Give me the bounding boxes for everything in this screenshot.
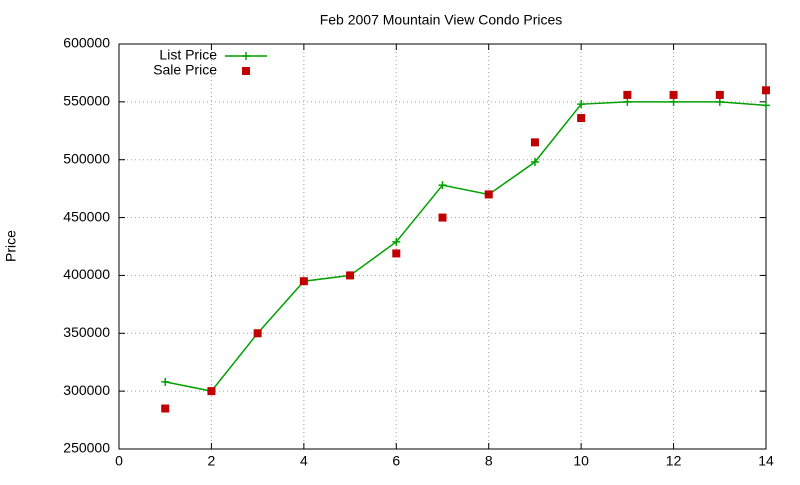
legend-marker	[242, 52, 250, 60]
point-marker	[669, 97, 678, 106]
x-tick-label: 10	[573, 453, 589, 469]
point-marker	[438, 181, 447, 190]
x-tick-label: 0	[115, 453, 123, 469]
point-marker	[623, 97, 632, 106]
point-marker	[530, 138, 539, 147]
y-tick-label: 300000	[63, 382, 110, 398]
point-marker	[207, 387, 216, 396]
x-tick-label: 12	[666, 453, 682, 469]
point-marker	[762, 86, 770, 95]
y-tick-label: 400000	[63, 266, 110, 282]
y-tick-label: 550000	[63, 93, 110, 109]
y-tick-label: 250000	[63, 440, 110, 456]
point-marker	[253, 329, 262, 338]
x-tick-label: 6	[392, 453, 400, 469]
point-marker	[577, 100, 586, 109]
y-axis-label: Price	[3, 230, 19, 262]
point-marker	[161, 377, 170, 386]
x-tick-label: 8	[485, 453, 493, 469]
y-tick-label: 350000	[63, 324, 110, 340]
point-marker	[484, 190, 493, 199]
point-marker	[530, 158, 539, 167]
y-tick-label: 450000	[63, 208, 110, 224]
point-marker	[715, 90, 724, 99]
point-marker	[438, 213, 447, 222]
point-marker	[392, 237, 401, 246]
point-marker	[161, 404, 170, 413]
point-marker	[346, 271, 355, 280]
point-marker	[762, 101, 770, 110]
legend-label: List Price	[159, 47, 217, 63]
legend-marker	[242, 67, 250, 75]
point-marker	[299, 277, 308, 286]
x-tick-label: 14	[758, 453, 774, 469]
plot-border	[118, 43, 767, 450]
x-tick-label: 2	[208, 453, 216, 469]
point-marker	[669, 90, 678, 99]
y-tick-label: 600000	[63, 35, 110, 51]
chart-title: Feb 2007 Mountain View Condo Prices	[320, 12, 563, 28]
point-marker	[392, 249, 401, 258]
x-tick-label: 4	[300, 453, 308, 469]
point-marker	[715, 97, 724, 106]
point-marker	[577, 114, 586, 123]
legend-label: Sale Price	[153, 62, 217, 78]
y-tick-label: 500000	[63, 150, 110, 166]
series-line	[165, 101, 767, 392]
point-marker	[623, 90, 632, 99]
